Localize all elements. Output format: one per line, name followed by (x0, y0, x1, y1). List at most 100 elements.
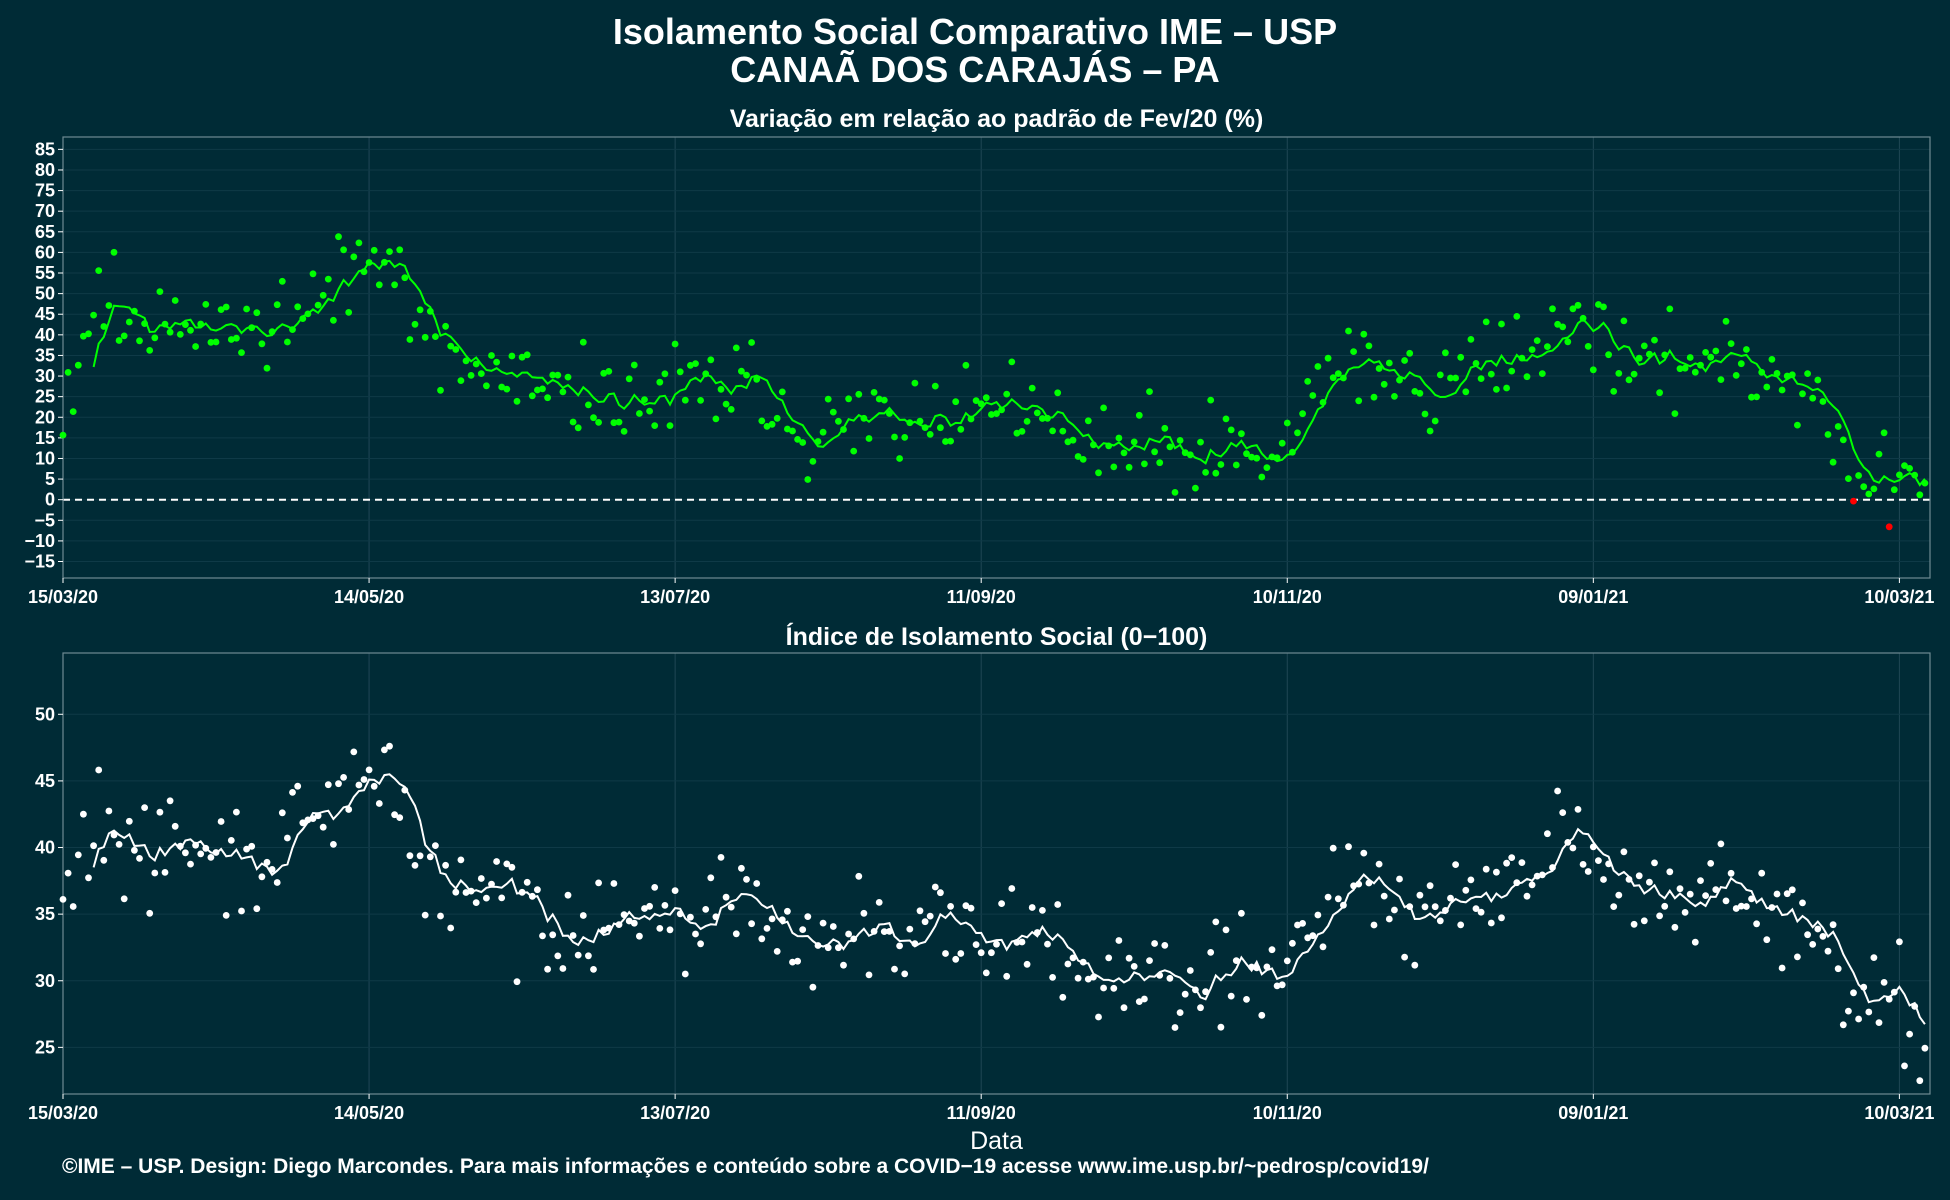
y-tick-label: 30 (35, 366, 55, 386)
data-point (1059, 427, 1067, 435)
data-point (625, 917, 633, 925)
data-point (1090, 973, 1097, 981)
data-point (1763, 383, 1771, 391)
data-point (1329, 374, 1337, 382)
data-point (1268, 453, 1276, 461)
data-point (1600, 303, 1607, 311)
data-point (1737, 360, 1745, 368)
data-point (1661, 902, 1669, 910)
data-point (870, 389, 878, 396)
data-point (1712, 347, 1720, 355)
data-point (171, 297, 179, 304)
data-point (911, 379, 919, 387)
data-point (1380, 892, 1388, 900)
x-tick-label: 11/09/20 (947, 1103, 1016, 1123)
data-point (1365, 879, 1373, 887)
data-point (462, 889, 470, 896)
data-point (1176, 437, 1184, 444)
data-point (1156, 972, 1164, 979)
data-point (896, 455, 903, 462)
data-point (1630, 370, 1638, 378)
data-point (1294, 921, 1301, 929)
data-point (886, 928, 893, 935)
data-point (370, 782, 378, 790)
moving-average-line (92, 773, 1926, 1025)
y-tick-label: 25 (35, 387, 55, 407)
data-point (69, 903, 77, 910)
data-point (1737, 902, 1745, 910)
data-point (773, 948, 781, 955)
data-point (1656, 389, 1663, 397)
data-point (1487, 919, 1495, 927)
data-point (416, 306, 424, 314)
data-point (233, 808, 240, 816)
data-point (1646, 878, 1653, 886)
y-tick-label: 5 (45, 469, 55, 489)
data-point (1401, 953, 1408, 961)
data-point (483, 382, 490, 390)
data-point (59, 896, 67, 903)
data-point (748, 339, 755, 346)
data-point (1605, 860, 1612, 868)
data-point (1008, 358, 1016, 366)
data-point (1462, 886, 1470, 894)
data-point (1615, 370, 1623, 377)
data-point (1350, 348, 1357, 355)
data-point (676, 910, 684, 918)
x-tick-label: 09/01/21 (1558, 587, 1628, 607)
data-point (656, 378, 664, 386)
data-point (243, 845, 251, 853)
data-point (253, 905, 261, 913)
data-point (1304, 934, 1312, 942)
data-point (1804, 370, 1811, 377)
data-point (947, 903, 954, 910)
data-point (1396, 376, 1403, 384)
data-point (1278, 439, 1286, 447)
data-point (1457, 353, 1465, 361)
data-point (1416, 389, 1424, 397)
data-point (1095, 469, 1102, 477)
data-point (1630, 920, 1638, 928)
data-point (1656, 912, 1663, 920)
data-point (335, 780, 342, 788)
data-point (1044, 414, 1051, 422)
data-point (1171, 489, 1179, 496)
data-point (176, 331, 184, 338)
data-point (360, 776, 368, 783)
data-point (1340, 901, 1347, 909)
data-point (579, 912, 587, 919)
data-point (1314, 911, 1322, 919)
data-point (513, 397, 521, 405)
data-point (937, 889, 944, 897)
data-point (1253, 964, 1261, 972)
data-point (1416, 891, 1424, 899)
data-point (1212, 918, 1220, 926)
data-point (340, 774, 347, 781)
data-point (166, 797, 174, 805)
data-point (1069, 436, 1077, 444)
data-point (1763, 936, 1771, 944)
data-point (1906, 465, 1913, 472)
data-point (1074, 974, 1082, 982)
data-point (1146, 388, 1153, 395)
data-point (1033, 409, 1041, 417)
data-point (1533, 872, 1541, 880)
data-point (1834, 965, 1842, 973)
data-point (284, 338, 291, 346)
data-point (1513, 879, 1521, 887)
data-point (64, 869, 72, 877)
data-point (268, 328, 276, 336)
data-point (1135, 411, 1143, 419)
data-point (1243, 996, 1250, 1003)
data-point (401, 786, 409, 794)
data-point (416, 852, 424, 860)
data-point (85, 330, 92, 338)
data-point (1875, 450, 1883, 458)
data-point (758, 417, 766, 425)
data-point (1600, 876, 1607, 883)
data-point (1559, 323, 1567, 331)
data-point (381, 258, 388, 266)
data-point (998, 406, 1005, 414)
data-point (1207, 396, 1215, 404)
data-point (304, 816, 312, 824)
